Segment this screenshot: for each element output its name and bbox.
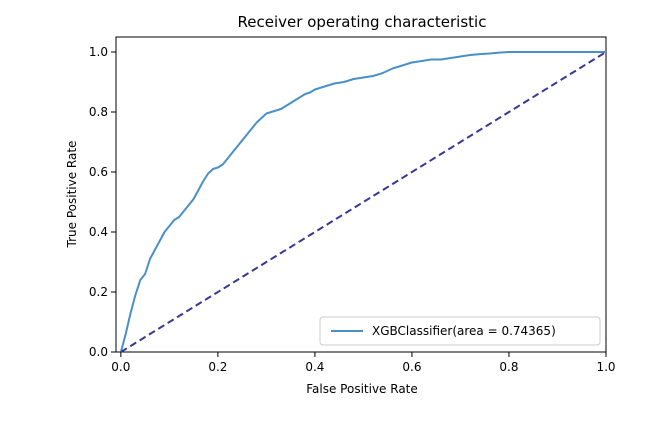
y-tick-label: 1.0 (89, 45, 108, 59)
y-tick-label: 0.4 (89, 225, 108, 239)
x-axis: 0.0 0.2 0.4 0.6 0.8 1.0 (111, 352, 616, 374)
x-tick-label: 0.8 (499, 360, 518, 374)
chance-line (120, 51, 607, 353)
x-tick-label: 1.0 (596, 360, 615, 374)
plot-area (115, 36, 607, 353)
y-axis: 0.0 0.2 0.4 0.6 0.8 1.0 (89, 45, 116, 359)
roc-curve-line (119, 51, 606, 353)
x-tick-label: 0.2 (208, 360, 227, 374)
x-axis-label: False Positive Rate (306, 382, 418, 396)
series-layer (119, 51, 607, 353)
x-tick-label: 0.0 (111, 360, 130, 374)
x-tick-label: 0.4 (305, 360, 324, 374)
y-axis-label: True Positive Rate (65, 141, 79, 249)
legend-box (319, 316, 601, 346)
chart-title: Receiver operating characteristic (238, 13, 487, 31)
x-tick-label: 0.6 (402, 360, 421, 374)
y-tick-label: 0.2 (89, 285, 108, 299)
y-tick-label: 0.6 (89, 165, 108, 179)
legend-label: XGBClassifier(area = 0.74365) (372, 324, 556, 338)
y-tick-label: 0.0 (89, 345, 108, 359)
legend: XGBClassifier(area = 0.74365) (319, 316, 601, 346)
y-tick-label: 0.8 (89, 105, 108, 119)
